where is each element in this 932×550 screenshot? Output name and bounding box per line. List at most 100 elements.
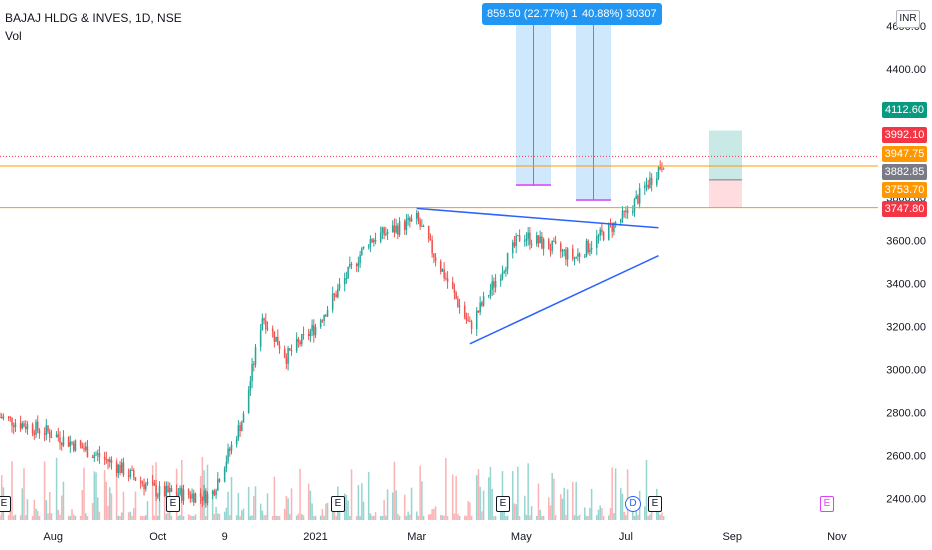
volume-bar	[578, 514, 581, 520]
candle-body	[650, 177, 653, 185]
candle-body	[539, 236, 541, 244]
candle-body	[465, 317, 468, 321]
volume-bar	[227, 491, 229, 520]
volume-bar	[218, 513, 221, 520]
volume-bar	[86, 515, 89, 520]
volume-bar	[535, 515, 538, 520]
candle-body	[571, 248, 574, 259]
earnings-flag[interactable]: E	[331, 496, 345, 512]
volume-bar	[503, 508, 505, 520]
candle-body	[14, 423, 17, 427]
candle-body	[62, 436, 65, 446]
dividend-flag[interactable]: D	[625, 496, 641, 512]
candle-body	[662, 168, 665, 170]
candles	[0, 160, 665, 508]
candle-body	[494, 281, 497, 288]
candle-body	[242, 413, 245, 423]
candle-body	[501, 272, 504, 279]
volume-indicator-label[interactable]: Vol	[5, 29, 22, 43]
volume-bar	[587, 515, 589, 520]
candle-body	[23, 423, 25, 427]
volume-bar	[120, 512, 123, 520]
candle-body	[239, 425, 241, 432]
volume-bar	[445, 458, 447, 520]
volume-bar	[55, 457, 58, 520]
candle-body	[347, 266, 349, 279]
volume-bar	[307, 483, 310, 520]
earnings-flag[interactable]: E	[166, 496, 180, 512]
candle-body	[439, 261, 442, 272]
currency-badge[interactable]: INR	[896, 10, 920, 28]
candle-body	[455, 292, 457, 299]
volume-bar	[205, 515, 207, 520]
volume-bar	[637, 514, 639, 520]
earnings-flag[interactable]: E	[0, 496, 11, 512]
candle-body	[287, 348, 289, 364]
price-axis-tick-label: 4400.00	[886, 64, 926, 76]
volume-bar	[43, 461, 46, 520]
volume-bar	[295, 515, 298, 520]
symbol-title[interactable]: BAJAJ HLDG & INVES, 1D, NSE	[5, 11, 182, 25]
measure-label-2[interactable]: 40.88%) 30307	[577, 3, 662, 25]
target-zone	[709, 130, 742, 180]
time-axis-tick-label: Aug	[43, 531, 63, 543]
volume-bar	[242, 508, 245, 520]
volume-bar	[475, 475, 478, 520]
candle-body	[107, 459, 109, 462]
volume-bar	[213, 513, 216, 520]
candle-body	[386, 232, 389, 235]
volume-bar	[589, 507, 591, 520]
candle-body	[211, 490, 214, 495]
candle-body	[227, 448, 229, 462]
measure-label-1[interactable]: 859.50 (22.77%) 17190	[482, 3, 607, 25]
volume-bar	[585, 515, 588, 520]
earnings-flag[interactable]: E	[496, 496, 510, 512]
volume-bar	[383, 500, 385, 520]
volume-bar	[189, 515, 192, 520]
volume-bar	[81, 490, 84, 520]
candle-body	[38, 429, 41, 434]
volume-bar	[194, 514, 197, 520]
volume-bar	[614, 468, 617, 520]
volume-bar	[0, 515, 1, 520]
volume-bar	[559, 494, 562, 520]
candle-body	[24, 426, 27, 430]
volume-bar	[419, 465, 421, 520]
candle-body	[155, 485, 157, 497]
volume-bar	[493, 515, 495, 520]
candle-body	[458, 305, 461, 307]
volume-bar	[48, 491, 51, 520]
candle-body	[57, 434, 60, 438]
candle-body	[285, 357, 288, 364]
candle-body	[0, 416, 1, 418]
candle-body	[530, 244, 533, 246]
candle-body	[2, 416, 5, 419]
candle-body	[309, 330, 312, 337]
earnings-flag[interactable]: E	[648, 496, 662, 512]
volume-bar	[59, 514, 61, 520]
volume-bar	[345, 494, 348, 520]
candle-body	[337, 288, 339, 298]
candle-body	[527, 232, 529, 239]
volume-bar	[19, 515, 22, 520]
earnings-flag-upcoming[interactable]: E	[820, 496, 834, 512]
volume-bar	[72, 514, 75, 520]
volume-bar	[9, 509, 12, 520]
candle-body	[597, 235, 600, 237]
price-axis-tick-label: 3000.00	[886, 365, 926, 377]
candle-body	[601, 229, 603, 232]
volume-bar	[191, 515, 193, 520]
candle-body	[259, 330, 262, 348]
candle-body	[165, 485, 168, 496]
volume-bar	[371, 515, 373, 520]
volume-bar	[117, 515, 120, 520]
price-tag-last: 3992.10	[882, 127, 927, 143]
volume-bar	[381, 515, 384, 520]
volume-bar	[429, 514, 432, 520]
candle-body	[657, 167, 660, 179]
volume-bar	[31, 515, 34, 520]
candle-body	[265, 320, 267, 330]
